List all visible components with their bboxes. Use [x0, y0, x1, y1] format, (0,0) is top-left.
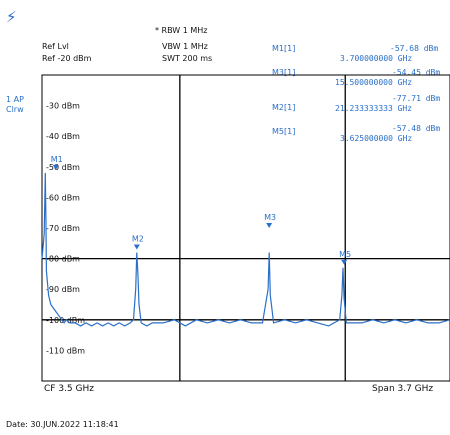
- marker-label: M5: [339, 250, 351, 259]
- marker-level: -54.45 dBm: [392, 68, 441, 77]
- marker-label: M2: [132, 234, 144, 243]
- marker-triangle: [341, 259, 348, 265]
- ref-level-value: Ref -20 dBm: [42, 54, 92, 63]
- date-stamp: Date: 30.JUN.2022 11:18:41: [6, 420, 119, 429]
- marker-triangle: [133, 244, 140, 250]
- marker-freq: 3.700000000 GHz: [340, 54, 413, 63]
- marker-freq: 15.500000000 GHz: [335, 78, 413, 87]
- marker-name: M2[1]: [272, 103, 296, 112]
- y-tick-label: -90 dBm: [46, 285, 80, 294]
- y-tick-label: -30 dBm: [46, 102, 80, 111]
- y-tick-label: -60 dBm: [46, 193, 80, 202]
- x-end-label: Span 3.7 GHz: [372, 384, 434, 394]
- marker-freq: 21.233333333 GHz: [335, 104, 413, 113]
- marker-name: M5[1]: [272, 127, 296, 136]
- marker-level: -77.71 dBm: [392, 94, 441, 103]
- marker-triangle: [266, 223, 273, 229]
- y-tick-label: -110 dBm: [46, 346, 85, 355]
- vbw-readout: VBW 1 MHz: [162, 42, 208, 51]
- marker-label: M3: [264, 213, 276, 222]
- marker-freq: 3.625000000 GHz: [340, 134, 413, 143]
- marker-level: -57.68 dBm: [390, 44, 439, 53]
- marker-level: -57.48 dBm: [392, 124, 441, 133]
- ref-level-label: Ref Lvl: [42, 42, 69, 51]
- trace-side-label: 1 AP Clrw: [6, 95, 24, 114]
- swt-readout: SWT 200 ms: [162, 54, 213, 63]
- marker-name: M3[1]: [272, 68, 296, 77]
- y-tick-label: -50 dBm: [46, 163, 80, 172]
- rbw-readout: * RBW 1 MHz: [155, 26, 208, 35]
- marker-name: M1[1]: [272, 44, 296, 53]
- plot-frame: [41, 74, 450, 382]
- y-tick-label: -70 dBm: [46, 224, 80, 233]
- y-tick-label: -80 dBm: [46, 255, 80, 264]
- y-tick-label: -40 dBm: [46, 132, 80, 141]
- rohde-schwarz-logo-icon: ⚡: [6, 8, 17, 26]
- marker-label: M1: [51, 155, 63, 164]
- trace-line: [41, 172, 450, 327]
- marker-triangle: [52, 164, 59, 170]
- x-start-label: CF 3.5 GHz: [44, 384, 94, 394]
